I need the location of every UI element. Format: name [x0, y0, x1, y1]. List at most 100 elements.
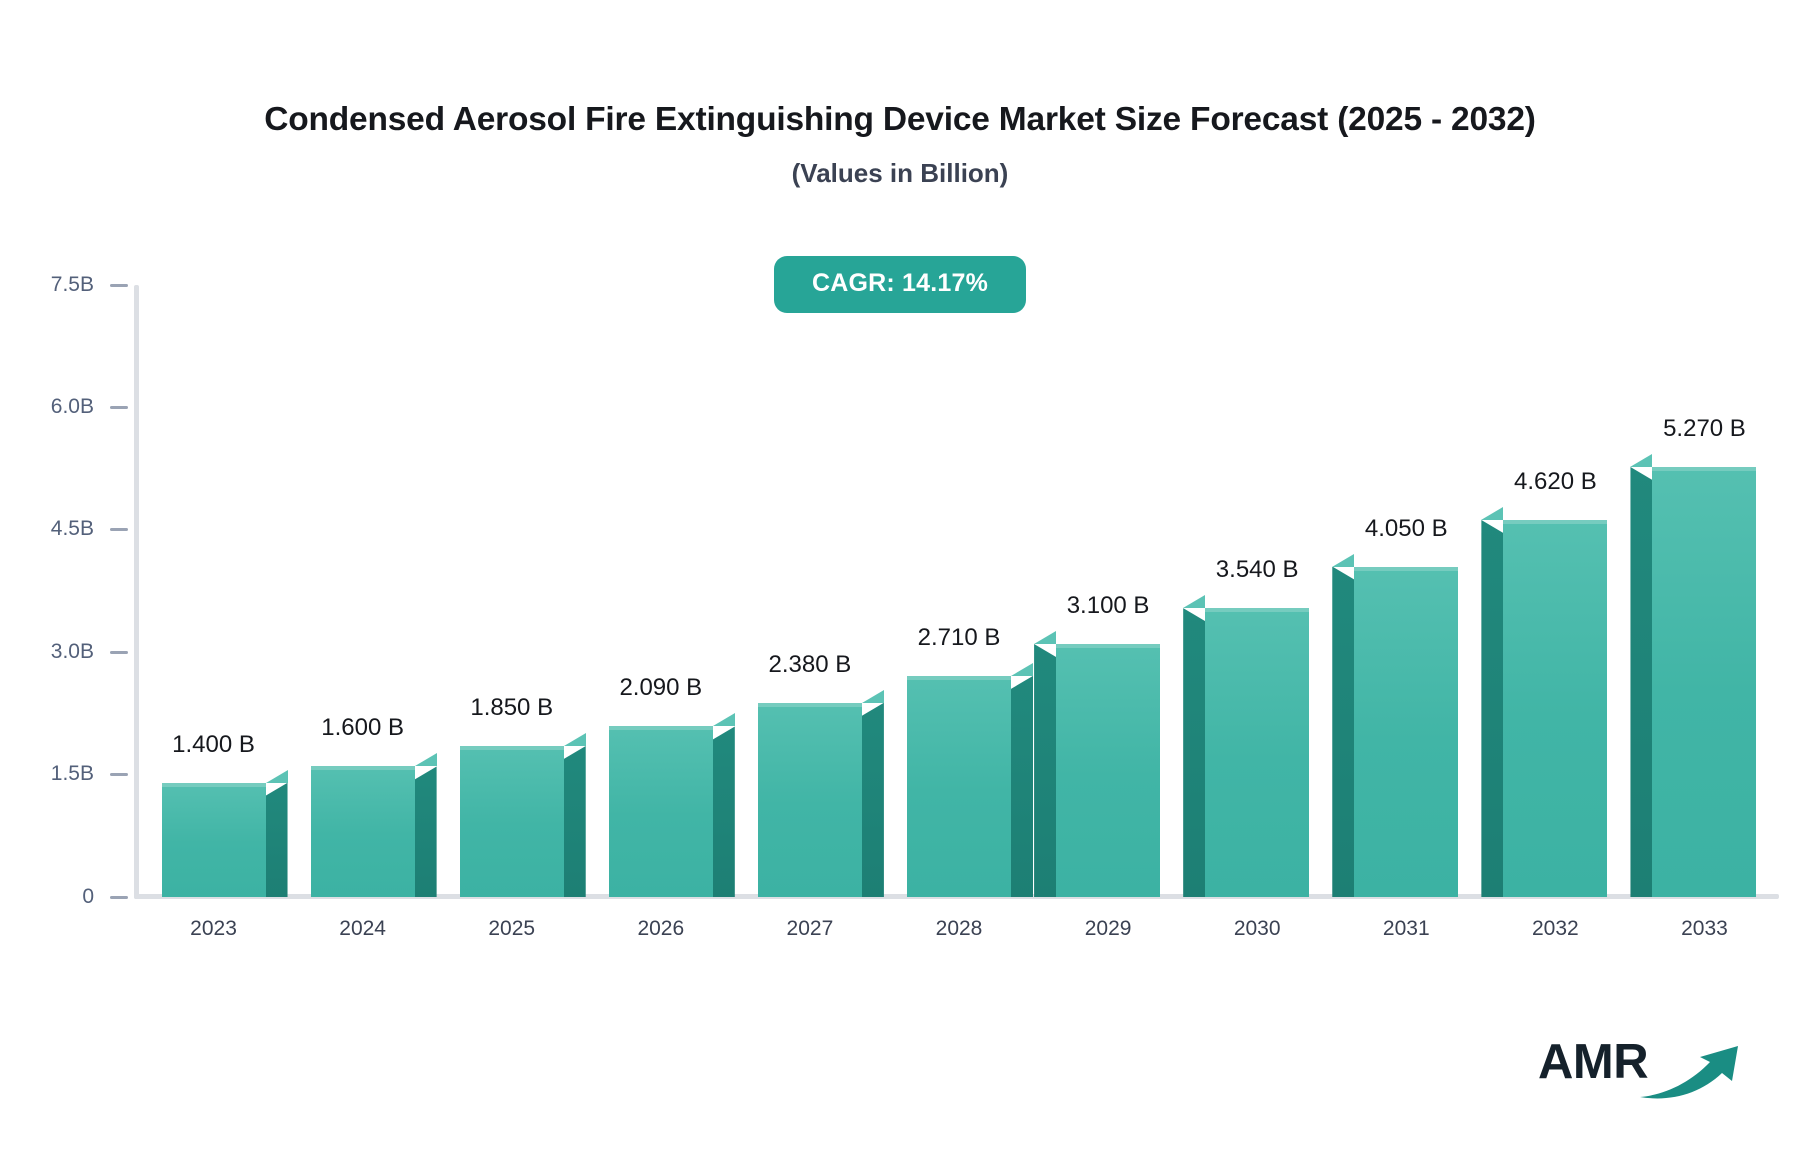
bar-column[interactable]: 2.380 B — [757, 285, 884, 897]
y-tick-mark — [110, 773, 128, 777]
x-tick-label: 2024 — [339, 917, 386, 940]
bar-column[interactable]: 1.600 B — [310, 285, 437, 897]
bar-side-face — [1630, 466, 1653, 897]
chart-header: Condensed Aerosol Fire Extinguishing Dev… — [0, 100, 1800, 189]
x-tick-label: 2028 — [935, 917, 983, 940]
cagr-badge-row: CAGR: 14.17% — [0, 256, 1800, 313]
y-tick-mark — [110, 650, 128, 654]
bar-column[interactable]: 1.400 B — [161, 285, 288, 897]
growth-arrow-icon — [1640, 1046, 1738, 1099]
bar-value-label: 1.600 B — [321, 714, 404, 742]
bar-front-face — [310, 766, 415, 897]
bar-value-label: 2.710 B — [917, 623, 1001, 651]
bar-top-face — [861, 689, 884, 703]
bar-top-face — [1481, 507, 1504, 521]
bar-value-label: 3.540 B — [1215, 556, 1299, 584]
bar-side-face — [1183, 608, 1206, 897]
bar-side-face — [712, 726, 735, 897]
bar-top-face — [1332, 553, 1355, 567]
bar-top-face — [265, 769, 288, 783]
bar-top-face — [1183, 595, 1206, 609]
bar-front-face — [1503, 520, 1608, 897]
bar[interactable] — [907, 662, 1033, 897]
bar-value-label: 4.620 B — [1513, 468, 1597, 496]
bar[interactable] — [1481, 507, 1608, 897]
bar[interactable] — [757, 689, 884, 897]
x-tick-label: 2025 — [488, 917, 536, 940]
y-tick-mark — [110, 895, 128, 899]
cagr-badge: CAGR: 14.17% — [773, 256, 1027, 313]
x-tick-label: 2027 — [786, 917, 834, 940]
bar-front-face — [907, 675, 1011, 897]
bar-value-label: 3.100 B — [1066, 592, 1150, 620]
bar[interactable] — [1183, 595, 1310, 897]
bar-top-face — [1034, 631, 1057, 645]
bar-front-face — [1652, 466, 1757, 897]
y-tick-label: 0 — [82, 884, 94, 908]
bar-value-label: 2.380 B — [768, 650, 852, 678]
bar-value-label: 4.050 B — [1364, 514, 1448, 542]
bar-side-face — [1481, 520, 1504, 897]
bar-side-face — [1011, 675, 1033, 897]
amr-logo-text: AMR — [1538, 1035, 1649, 1089]
bar[interactable] — [459, 733, 586, 897]
bar-column[interactable]: 3.540 B — [1183, 285, 1310, 897]
bar-side-face — [1332, 566, 1355, 897]
bar[interactable] — [1332, 553, 1459, 897]
bar-side-face — [563, 746, 586, 897]
bar-front-face — [459, 746, 564, 897]
bar-front-face — [757, 702, 862, 897]
bar[interactable] — [608, 713, 735, 897]
bar-front-face — [1205, 608, 1310, 897]
y-tick-label: 1.5B — [50, 762, 94, 786]
bar-front-face — [1354, 566, 1459, 897]
bar-value-label: 1.400 B — [172, 730, 255, 758]
bar-front-face — [161, 782, 266, 897]
bar-column[interactable]: 3.100 B — [1034, 285, 1161, 897]
bar-top-face — [712, 713, 735, 727]
x-tick-label: 2033 — [1681, 917, 1728, 940]
bar[interactable] — [161, 769, 288, 897]
bar-column[interactable]: 2.090 B — [608, 285, 735, 897]
y-axis-line — [134, 285, 139, 899]
x-tick-label: 2030 — [1233, 917, 1281, 940]
page-title: Condensed Aerosol Fire Extinguishing Dev… — [264, 101, 1536, 138]
x-tick-label: 2031 — [1382, 917, 1430, 940]
y-tick-label: 4.5B — [50, 517, 94, 541]
y-tick-label: 7.5B — [50, 272, 94, 296]
bar-front-face — [1056, 644, 1161, 897]
y-tick-mark — [110, 405, 128, 409]
bar-column[interactable]: 4.620 B — [1481, 285, 1608, 897]
bar-top-face — [1630, 453, 1653, 467]
bar-column[interactable]: 1.850 B — [459, 285, 586, 897]
bar-side-face — [265, 782, 288, 897]
y-tick-mark — [110, 283, 128, 287]
chart-subtitle: (Values in Billion) — [791, 158, 1009, 189]
y-tick-label: 6.0B — [50, 394, 94, 418]
bar[interactable] — [1630, 453, 1757, 897]
bar-column[interactable]: 2.710 B — [907, 285, 1033, 897]
bar[interactable] — [310, 753, 437, 897]
bar-value-label: 5.270 B — [1663, 414, 1746, 442]
bar-side-face — [1034, 644, 1057, 897]
bar-column[interactable]: 4.050 B — [1332, 285, 1459, 897]
bar-top-face — [563, 733, 586, 747]
x-tick-label: 2032 — [1532, 917, 1579, 940]
bar-value-label: 1.850 B — [470, 694, 554, 722]
bar-front-face — [608, 726, 713, 897]
bar-series: 1.400 B 1.600 B 1.850 B 2.090 B 2.380 B 2.710… — [139, 285, 1779, 897]
bar[interactable] — [1034, 631, 1161, 897]
x-tick-label: 2023 — [190, 917, 237, 940]
bar-column[interactable]: 5.270 B — [1630, 285, 1757, 897]
x-tick-label: 2026 — [637, 917, 685, 940]
bar-side-face — [414, 766, 437, 897]
y-tick-label: 3.0B — [50, 639, 94, 663]
bar-side-face — [861, 702, 884, 897]
amr-logo: AMR — [1538, 1030, 1748, 1108]
y-tick-mark — [110, 528, 128, 532]
x-tick-label: 2029 — [1084, 917, 1132, 940]
bar-top-face — [1011, 662, 1033, 676]
bar-top-face — [414, 753, 437, 767]
